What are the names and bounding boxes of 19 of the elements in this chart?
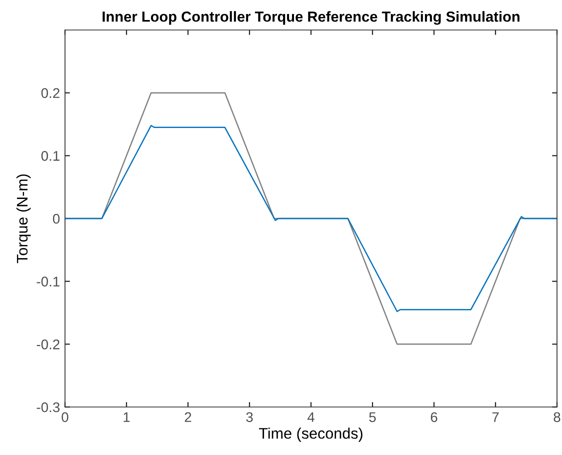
x-tick-label: 4 — [307, 412, 314, 422]
x-tick-label: 8 — [554, 412, 560, 422]
y-axis-title: Torque (N-m) — [16, 174, 31, 264]
line-series — [65, 124, 557, 312]
x-tick-label: 3 — [246, 412, 253, 422]
y-tick-label: -0.2 — [36, 340, 60, 350]
x-tick-label: 1 — [124, 412, 130, 422]
x-tick-label: 5 — [369, 412, 376, 422]
y-tick-label: 0.2 — [41, 88, 60, 98]
y-tick-label: -0.1 — [36, 276, 60, 287]
y-tick-label: 0 — [52, 214, 60, 224]
chart-title: Inner Loop Controller Torque Reference Tracking Simulation — [102, 11, 520, 25]
y-tick-label: -0.3 — [36, 402, 60, 412]
x-tick-label: 2 — [184, 412, 192, 422]
y-tick-label: 0.1 — [41, 151, 60, 161]
x-axis-title: Time (seconds) — [258, 428, 362, 442]
x-tick-label: 6 — [430, 412, 438, 422]
x-tick-label: 7 — [492, 412, 499, 422]
x-tick-label: 0 — [62, 412, 68, 422]
